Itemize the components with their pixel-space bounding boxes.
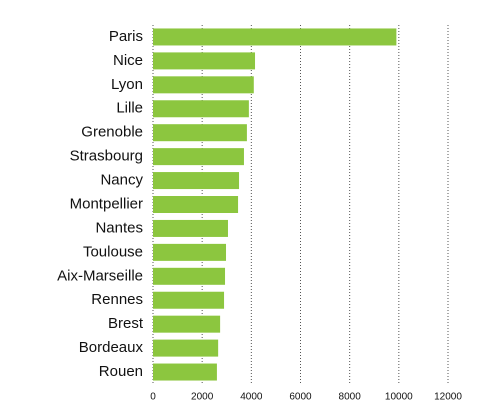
- bar: [153, 339, 219, 357]
- y-tick-label: Montpellier: [70, 195, 143, 212]
- bar: [153, 52, 256, 70]
- y-tick-label: Rouen: [99, 363, 143, 380]
- y-tick-label: Nice: [113, 52, 143, 69]
- bar: [153, 148, 244, 166]
- y-tick-label: Bordeaux: [79, 339, 144, 356]
- y-tick-label: Brest: [108, 315, 144, 332]
- bar: [153, 363, 217, 381]
- bar: [153, 76, 254, 94]
- bar: [153, 291, 225, 309]
- bar: [153, 196, 239, 213]
- bar: [153, 100, 249, 118]
- bar: [153, 243, 227, 261]
- bar: [153, 219, 228, 237]
- bar: [153, 172, 240, 190]
- y-tick-label: Grenoble: [81, 124, 143, 141]
- x-tick-label: 4000: [240, 392, 263, 403]
- y-tick-label: Strasbourg: [70, 148, 143, 165]
- y-tick-label: Nantes: [95, 219, 143, 236]
- y-tick-label: Lyon: [111, 76, 143, 93]
- y-tick-label: Nancy: [100, 172, 143, 189]
- bar: [153, 315, 221, 333]
- x-tick-label: 6000: [289, 392, 312, 403]
- y-tick-label: Toulouse: [83, 243, 143, 260]
- bar: [153, 28, 397, 46]
- y-tick-label: Paris: [109, 28, 143, 45]
- bar: [153, 267, 226, 285]
- x-tick-label: 10000: [385, 392, 413, 403]
- x-tick-label: 2000: [191, 392, 214, 403]
- x-tick-label: 8000: [339, 392, 362, 403]
- x-tick-label: 0: [150, 392, 156, 403]
- bar: [153, 124, 247, 142]
- y-tick-label: Lille: [116, 100, 143, 117]
- y-tick-label: Rennes: [91, 291, 143, 308]
- y-tick-label: Aix-Marseille: [57, 267, 143, 284]
- x-tick-label: 12000: [434, 392, 462, 403]
